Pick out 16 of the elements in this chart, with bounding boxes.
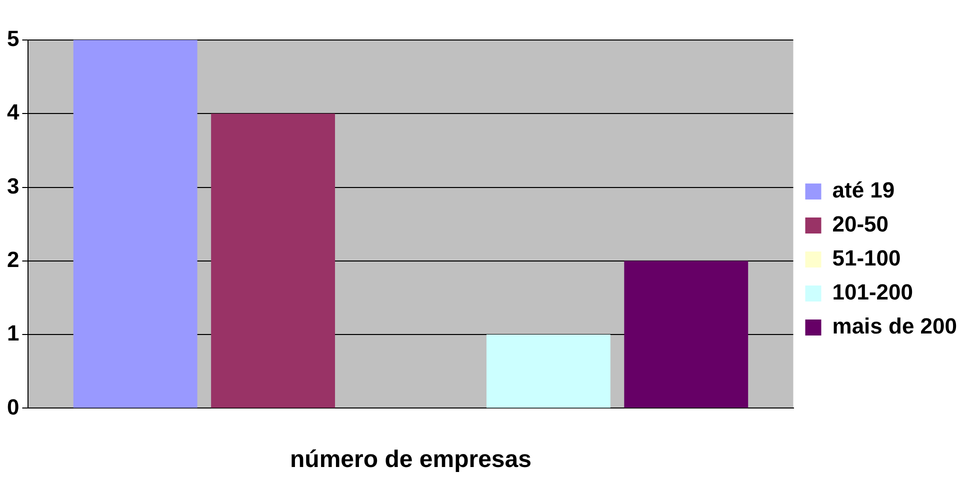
- y-tick-label: 1: [6, 320, 20, 346]
- y-tick-label: 2: [6, 246, 20, 272]
- bar: [211, 114, 336, 408]
- x-axis-title: número de empresas: [290, 446, 532, 474]
- bar: [73, 40, 198, 408]
- bar: [624, 260, 748, 408]
- y-tick-label: 4: [6, 100, 20, 125]
- y-tick-label: 5: [6, 26, 20, 52]
- legend-label: 101-200: [832, 280, 913, 305]
- bar: [486, 334, 610, 408]
- y-tick-label: 3: [6, 173, 20, 198]
- legend-label: mais de 200: [832, 314, 957, 339]
- legend-label: até 19: [832, 178, 895, 203]
- legend-label: 51-100: [832, 246, 901, 271]
- y-tick-label: 0: [6, 394, 20, 420]
- legend-label: 20-50: [832, 212, 889, 237]
